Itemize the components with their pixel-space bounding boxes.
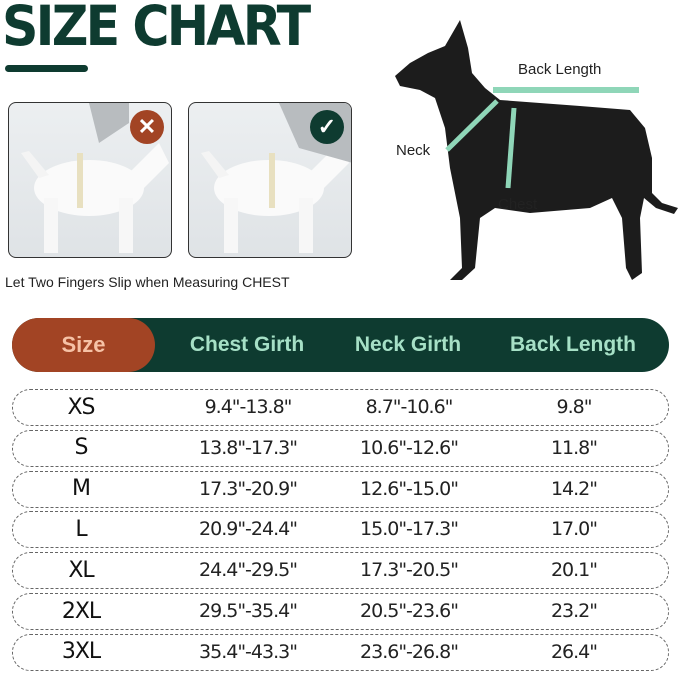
table-row: S 13.8"-17.3" 10.6"-12.6" 11.8"	[12, 429, 669, 467]
back-tape	[493, 87, 639, 93]
dog-silhouette	[395, 20, 678, 280]
table-row: 2XL 29.5"-35.4" 20.5"-23.6" 23.2"	[12, 593, 669, 630]
title-underline	[5, 65, 88, 72]
size-cell: 2XL	[61, 598, 101, 624]
back-length-label: Back Length	[518, 61, 602, 78]
size-cell: 3XL	[61, 639, 101, 665]
photo-wrong-measure: ✕	[8, 102, 172, 258]
size-cell: M	[72, 476, 91, 502]
size-cell: XS	[67, 394, 95, 420]
header-size: Size	[12, 318, 155, 372]
chest-tape	[505, 107, 517, 189]
neck-girth-cell: 20.5"-23.6"	[360, 600, 459, 622]
table-row: L 20.9"-24.4" 15.0"-17.3" 17.0"	[12, 511, 669, 549]
size-cell: S	[74, 435, 89, 461]
back-length-cell: 20.1"	[550, 559, 598, 582]
table-header: Size Chest Girth Neck Girth Back Length	[12, 318, 669, 372]
neck-girth-cell: 8.7"-10.6"	[365, 396, 454, 418]
chest-girth-cell: 29.5"-35.4"	[199, 600, 298, 622]
header-neck-girth: Neck Girth	[354, 333, 462, 356]
back-length-cell: 14.2"	[550, 477, 598, 500]
neck-label: Neck	[396, 142, 431, 159]
table-row: M 17.3"-20.9" 12.6"-15.0" 14.2"	[12, 470, 669, 508]
neck-tape	[445, 99, 499, 152]
chest-girth-cell: 24.4"-29.5"	[199, 559, 298, 582]
page-title: SIZE CHART	[2, 0, 311, 58]
neck-girth-cell: 12.6"-15.0"	[360, 477, 459, 500]
chest-label: Chest	[498, 196, 538, 213]
back-length-cell: 11.8"	[550, 436, 598, 459]
back-length-cell: 23.2"	[550, 600, 598, 622]
header-back-length: Back Length	[509, 333, 637, 356]
photo-correct-measure: ✓	[188, 102, 352, 258]
wrong-icon: ✕	[130, 110, 164, 144]
back-length-cell: 9.8"	[556, 396, 593, 418]
back-length-cell: 17.0"	[550, 518, 598, 541]
chest-girth-cell: 35.4"-43.3"	[199, 640, 298, 663]
chest-girth-cell: 17.3"-20.9"	[199, 477, 298, 500]
header-chest-girth: Chest Girth	[189, 333, 305, 356]
neck-girth-cell: 17.3"-20.5"	[360, 559, 459, 582]
mannequin-dog-image	[21, 103, 169, 253]
table-row: XS 9.4"-13.8" 8.7"-10.6" 9.8"	[12, 389, 669, 426]
back-length-cell: 26.4"	[550, 640, 598, 663]
neck-girth-cell: 15.0"-17.3"	[360, 518, 459, 541]
table-row: 3XL 35.4"-43.3" 23.6"-26.8" 26.4"	[12, 633, 669, 671]
size-cell: XL	[68, 557, 94, 583]
size-cell: L	[75, 516, 87, 542]
chest-girth-cell: 13.8"-17.3"	[199, 436, 298, 459]
chest-girth-cell: 20.9"-24.4"	[199, 518, 298, 541]
neck-girth-cell: 10.6"-12.6"	[360, 436, 459, 459]
dog-silhouette-diagram	[395, 20, 678, 280]
chest-girth-cell: 9.4"-13.8"	[204, 396, 293, 418]
measure-caption: Let Two Fingers Slip when Measuring CHES…	[5, 274, 290, 290]
neck-girth-cell: 23.6"-26.8"	[360, 640, 459, 663]
table-row: XL 24.4"-29.5" 17.3"-20.5" 20.1"	[12, 552, 669, 590]
check-icon: ✓	[310, 110, 344, 144]
